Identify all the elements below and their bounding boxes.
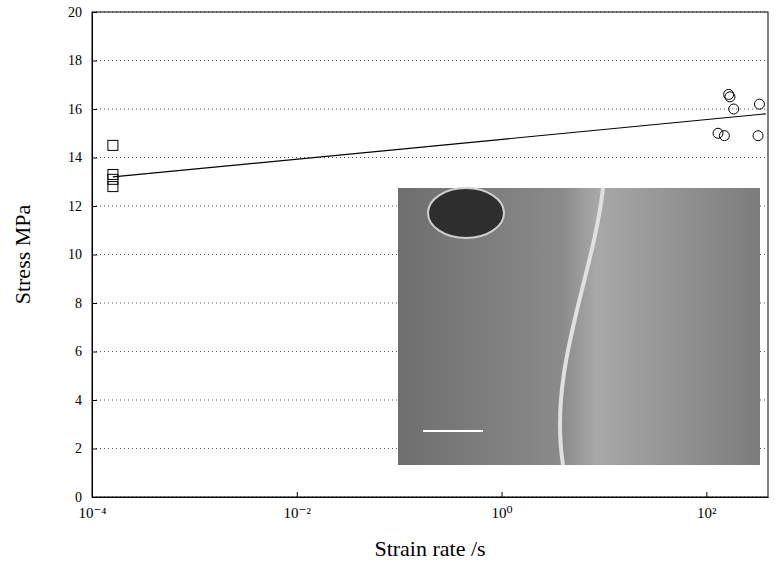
y-tick-label: 18 xyxy=(68,53,82,68)
chart: 10⁻⁴ 10⁻² 10⁰ 10² 0 2 4 6 8 10 12 14 16 18 20 Strain ra… xyxy=(0,0,780,570)
y-tick: 4 xyxy=(75,393,97,408)
marks xyxy=(108,89,766,191)
y-tick-label: 14 xyxy=(68,150,82,165)
y-tick: 2 xyxy=(75,441,97,456)
grid-line xyxy=(92,157,768,158)
point xyxy=(729,104,739,114)
x-axis-line xyxy=(93,497,769,498)
x-axis-title: Strain rate /s xyxy=(374,536,485,561)
point xyxy=(108,140,118,150)
x-tick: 10² xyxy=(697,492,717,521)
y-tick-label: 16 xyxy=(68,102,82,117)
x-tick-label: 10⁻⁴ xyxy=(78,505,106,521)
y-tick-mark xyxy=(92,158,97,159)
inset-scale-bar xyxy=(423,430,483,432)
y-tick: 16 xyxy=(68,102,97,117)
inset-crack xyxy=(560,188,603,465)
y-tick-mark xyxy=(92,61,97,62)
y-axis: 0 2 4 6 8 10 12 14 16 18 20 xyxy=(68,5,97,505)
point xyxy=(713,128,723,138)
point xyxy=(719,131,729,141)
fit-line xyxy=(113,114,766,177)
y-tick: 6 xyxy=(75,344,97,359)
y-tick-label: 12 xyxy=(68,199,82,214)
y-tick-mark xyxy=(92,352,97,353)
y-tick: 0 xyxy=(75,490,97,505)
y-tick-label: 0 xyxy=(75,490,82,505)
grid-line xyxy=(92,60,768,61)
x-tick: 10⁰ xyxy=(492,492,513,521)
y-tick-label: 2 xyxy=(75,441,82,456)
point xyxy=(108,182,118,192)
y-tick: 10 xyxy=(68,247,97,262)
x-tick-mark xyxy=(297,492,298,497)
point xyxy=(725,92,735,102)
y-tick-mark xyxy=(92,206,97,207)
x-tick-label: 10² xyxy=(697,505,717,521)
inset-background xyxy=(398,188,760,465)
y-tick: 18 xyxy=(68,53,97,68)
x-tick-mark xyxy=(706,492,707,497)
y-tick-label: 10 xyxy=(68,247,82,262)
y-tick-mark xyxy=(92,400,97,401)
y-tick: 12 xyxy=(68,199,97,214)
y-tick-mark xyxy=(92,449,97,450)
y-tick-label: 8 xyxy=(75,296,82,311)
y-tick-label: 4 xyxy=(75,393,82,408)
y-axis-title: Stress MPa xyxy=(10,204,35,304)
plot: 10⁻⁴ 10⁻² 10⁰ 10² 0 2 4 6 8 10 12 14 16 18 20 xyxy=(68,5,769,521)
point xyxy=(108,174,118,184)
y-tick: 20 xyxy=(68,5,97,20)
plot-frame xyxy=(92,12,768,497)
y-tick-mark xyxy=(92,303,97,304)
inset-pore xyxy=(428,188,504,238)
x-axis: 10⁻⁴ 10⁻² 10⁰ 10² xyxy=(78,492,768,521)
grid-line xyxy=(92,109,768,110)
x-tick: 10⁻² xyxy=(284,492,312,521)
point xyxy=(754,99,764,109)
point xyxy=(753,131,763,141)
y-tick: 14 xyxy=(68,150,97,165)
y-tick-mark xyxy=(92,255,97,256)
x-tick-label: 10⁻² xyxy=(284,505,312,521)
y-tick-label: 20 xyxy=(68,5,82,20)
inset-image xyxy=(398,188,760,465)
x-tick-label: 10⁰ xyxy=(492,505,513,521)
y-tick-mark xyxy=(92,497,97,498)
y-tick-label: 6 xyxy=(75,344,82,359)
y-tick-mark xyxy=(92,12,97,13)
x-tick-mark xyxy=(502,492,503,497)
grid xyxy=(92,12,768,497)
y-tick-mark xyxy=(92,109,97,110)
y-tick: 8 xyxy=(75,296,97,311)
